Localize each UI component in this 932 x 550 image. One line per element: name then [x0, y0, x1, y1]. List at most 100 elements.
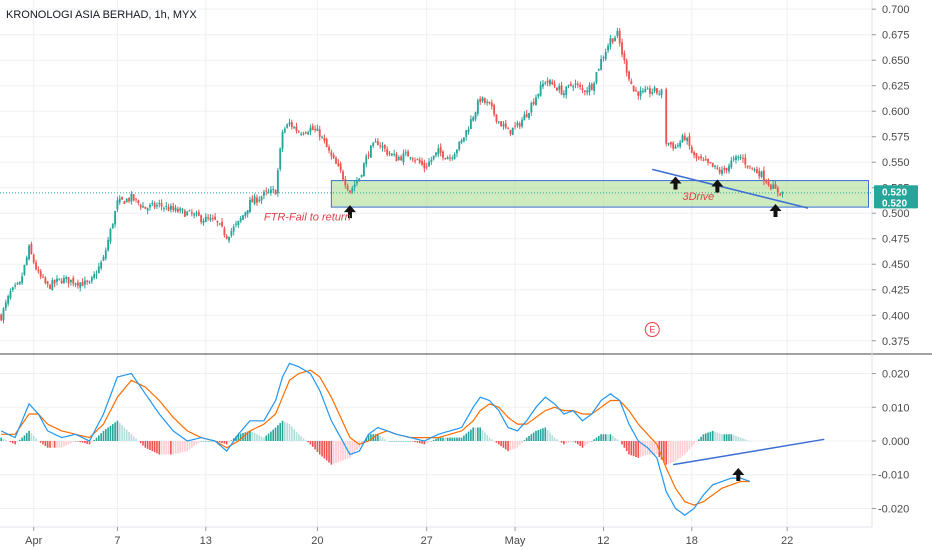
candle-down — [342, 171, 344, 180]
y-tick-label: 0.650 — [882, 55, 910, 67]
candle-down — [123, 201, 126, 204]
candle-up — [244, 212, 247, 216]
macd-histogram-bar — [379, 435, 382, 441]
candle-down — [748, 165, 751, 167]
candle-up — [511, 127, 514, 135]
candle-down — [744, 157, 747, 165]
macd-histogram-bar — [442, 437, 444, 441]
macd-histogram-bar — [172, 441, 175, 455]
macd-histogram-bar — [542, 428, 544, 441]
y-tick-label: 0.475 — [882, 234, 910, 246]
candle-down — [723, 168, 726, 170]
macd-histogram-bar — [142, 441, 144, 446]
candle-down — [332, 154, 335, 159]
candle-up — [602, 57, 605, 59]
macd-histogram-bar — [330, 441, 333, 465]
candle-up — [102, 256, 105, 261]
macd-histogram-bar — [742, 438, 744, 441]
macd-trendline — [673, 438, 825, 466]
macd-histogram-bar — [363, 441, 365, 442]
macd-histogram-bar — [284, 421, 286, 441]
macd-y-tick-label: 0.000 — [882, 436, 910, 448]
macd-histogram-bar — [537, 430, 540, 441]
macd-histogram-bar — [521, 441, 523, 443]
macd-histogram-bar — [397, 441, 400, 442]
candle-up — [16, 283, 19, 285]
macd-histogram-bar — [744, 439, 747, 441]
candle-up — [760, 171, 763, 177]
candle-down — [200, 215, 203, 223]
candle-up — [114, 211, 117, 225]
macd-histogram-bar — [590, 441, 593, 442]
candle-up — [600, 59, 603, 70]
candle-down — [411, 158, 414, 160]
x-tick-label: 7 — [114, 535, 120, 547]
macd-histogram-bar — [728, 434, 730, 441]
candle-down — [590, 84, 593, 90]
x-tick-label: 18 — [686, 535, 698, 547]
macd-histogram-bar — [386, 441, 388, 442]
candle-up — [721, 169, 723, 174]
macd-histogram-bar — [488, 437, 491, 441]
candle-up — [281, 131, 284, 149]
x-tick-label: 22 — [781, 535, 793, 547]
macd-histogram-bar — [572, 441, 575, 442]
candle-down — [700, 156, 703, 159]
macd-histogram-bar — [260, 436, 263, 441]
candle-up — [109, 229, 112, 242]
macd-histogram-bar — [679, 441, 681, 458]
y-tick-label: 0.425 — [882, 285, 910, 297]
macd-histogram-bar — [272, 429, 275, 441]
candle-up — [179, 208, 182, 211]
y-tick-label: 0.500 — [882, 208, 910, 220]
candle-down — [449, 157, 451, 159]
macd-histogram-bar — [497, 441, 500, 445]
macd-histogram-bar — [544, 427, 547, 441]
macd-histogram-bar — [507, 441, 509, 452]
candle-up — [681, 135, 684, 143]
chart-title: KRONOLOGI ASIA BERHAD, 1h, MYX — [6, 9, 197, 21]
signal-line — [1, 369, 750, 506]
macd-histogram-bar — [58, 441, 61, 448]
candle-down — [697, 157, 700, 159]
candle-down — [683, 135, 686, 140]
macd-histogram-bar — [39, 441, 42, 443]
candle-up — [116, 200, 119, 210]
macd-histogram-bar — [84, 441, 86, 444]
annotation-label: FTR-Fail to return — [264, 211, 351, 223]
candle-down — [479, 98, 482, 103]
candle-down — [569, 83, 572, 86]
macd-histogram-bar — [525, 437, 528, 441]
macd-histogram-bar — [484, 432, 486, 441]
candle-up — [235, 223, 237, 225]
candle-up — [465, 130, 468, 137]
macd-histogram-bar — [439, 437, 442, 441]
candle-down — [67, 277, 70, 284]
macd-histogram-bar — [211, 441, 214, 442]
macd-histogram-bar — [267, 433, 270, 441]
macd-histogram-bar — [565, 441, 568, 444]
candle-up — [300, 133, 303, 135]
candle-up — [104, 250, 107, 259]
macd-histogram-bar — [558, 441, 561, 442]
candle-down — [295, 126, 298, 131]
candle-up — [321, 136, 323, 138]
candle-down — [767, 181, 770, 186]
candle-up — [372, 142, 375, 146]
macd-histogram-bar — [188, 441, 191, 450]
y-tick-label: 0.700 — [882, 4, 910, 16]
candle-down — [35, 262, 37, 270]
candle-up — [63, 277, 65, 284]
macd-histogram-bar — [353, 441, 356, 453]
price-arrow — [343, 205, 356, 219]
candle-up — [130, 193, 133, 202]
macd-histogram-bar — [535, 430, 537, 441]
macd-histogram-bar — [186, 441, 189, 452]
macd-histogram-bar — [23, 435, 26, 441]
candle-up — [262, 191, 265, 196]
y-tick-label: 0.600 — [882, 106, 910, 118]
macd-histogram-bar — [749, 441, 751, 442]
macd-histogram-bar — [530, 434, 533, 441]
candle-up — [21, 276, 24, 283]
